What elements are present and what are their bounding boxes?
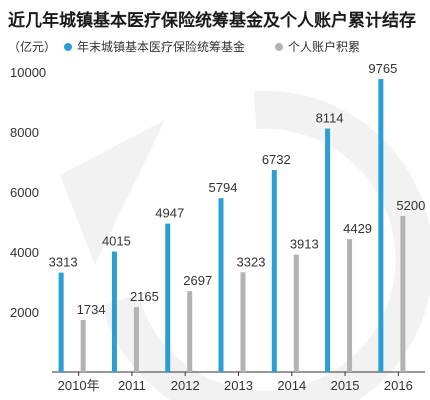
y-tick-label: 8000 (10, 125, 39, 140)
data-label-personal: 2697 (183, 273, 212, 288)
bar-fund (58, 272, 64, 372)
x-tick-label: 2010年 (58, 378, 100, 393)
y-tick-label: 6000 (10, 185, 39, 200)
data-label-personal: 4429 (343, 221, 372, 236)
bar-fund (111, 251, 117, 372)
legend-label-fund: 年末城镇基本医疗保险统筹基金 (77, 40, 246, 54)
y-tick-label: 2000 (10, 305, 39, 320)
y-tick-label: 4000 (10, 245, 39, 260)
bar-fund (165, 223, 171, 372)
legend-item-fund: 年末城镇基本医疗保险统筹基金 (64, 38, 245, 55)
x-tick-label: 2016 (384, 378, 413, 393)
data-label-fund: 3313 (49, 255, 78, 270)
y-tick-label: 10000 (10, 65, 46, 80)
bar-fund (378, 79, 384, 373)
bar-personal (347, 239, 353, 372)
data-label-fund: 4015 (102, 234, 131, 249)
data-label-personal: 5200 (396, 198, 425, 213)
data-label-fund: 9765 (368, 61, 397, 76)
x-tick-label: 2015 (331, 378, 360, 393)
watermark-arc (101, 90, 430, 400)
legend-swatch-personal (275, 42, 283, 51)
legend-item-personal: 个人账户积累 (275, 38, 360, 55)
data-label-personal: 3913 (290, 237, 319, 252)
bar-personal (80, 319, 86, 372)
x-tick-label: 2014 (277, 378, 306, 393)
data-label-personal: 2165 (130, 289, 159, 304)
legend-label-personal: 个人账户积累 (288, 40, 361, 54)
x-tick-label: 2012 (171, 378, 200, 393)
bar-personal (293, 254, 299, 372)
chart-title: 近几年城镇基本医疗保险统筹基金及个人账户累计结存 (8, 11, 416, 30)
data-label-personal: 1734 (77, 302, 106, 317)
x-tick-label: 2011 (118, 378, 146, 393)
y-axis-unit: （亿元） (8, 40, 57, 54)
data-label-fund: 8114 (316, 111, 344, 126)
data-label-personal: 3323 (237, 254, 266, 269)
legend-swatch-fund (64, 42, 72, 51)
bar-personal (133, 307, 139, 372)
bar-personal (187, 291, 193, 372)
bar-personal (400, 216, 406, 372)
bar-fund (218, 198, 224, 372)
data-label-fund: 4947 (155, 206, 184, 221)
x-tick-label: 2013 (224, 378, 253, 393)
watermark-arrow (60, 120, 165, 265)
bar-fund (271, 170, 277, 372)
data-label-fund: 5794 (209, 180, 238, 195)
bar-fund (325, 128, 331, 372)
data-label-fund: 6732 (262, 152, 291, 167)
bar-personal (240, 272, 246, 372)
